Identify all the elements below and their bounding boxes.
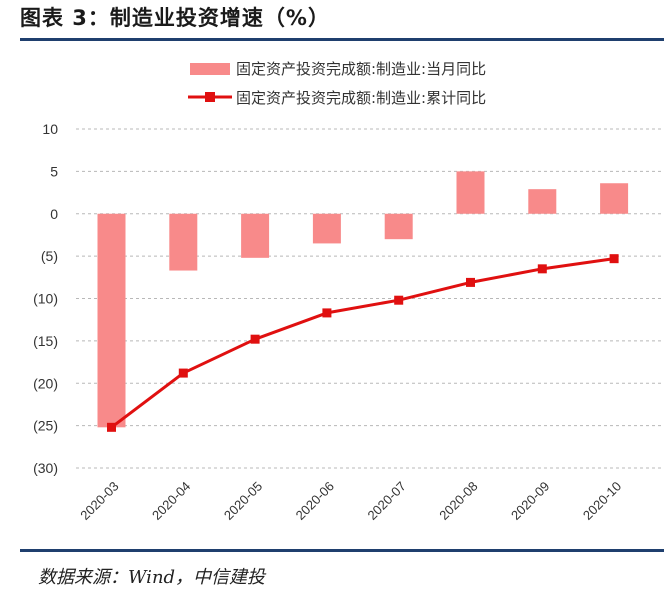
cumulative-point bbox=[250, 334, 260, 344]
x-tick-label: 2020-04 bbox=[149, 479, 193, 523]
y-tick-label: 10 bbox=[42, 121, 58, 137]
cumulative-point bbox=[178, 368, 188, 378]
monthly-bar bbox=[384, 213, 413, 240]
x-tick-label: 2020-05 bbox=[221, 479, 265, 523]
source-note: 数据来源：Wind，中信建投 bbox=[38, 567, 266, 588]
legend-line-label: 固定资产投资完成额:制造业:累计同比 bbox=[236, 89, 486, 107]
chart-title: 图表 3：制造业投资增速（%） bbox=[20, 6, 330, 30]
monthly-bar bbox=[169, 213, 198, 271]
cumulative-line-path bbox=[110, 257, 615, 429]
legend-bar-swatch bbox=[190, 63, 230, 75]
cumulative-point bbox=[107, 422, 116, 432]
cumulative-point bbox=[466, 277, 475, 287]
cumulative-point bbox=[394, 295, 404, 305]
x-tick-label: 2020-03 bbox=[77, 479, 121, 523]
x-tick-label: 2020-09 bbox=[508, 479, 552, 523]
x-tick-label: 2020-08 bbox=[436, 479, 480, 523]
monthly-bar bbox=[97, 213, 126, 428]
y-tick-label: (5) bbox=[41, 248, 58, 264]
monthly-bar bbox=[456, 171, 485, 214]
cumulative-point bbox=[609, 254, 619, 264]
y-tick-label: (25) bbox=[33, 418, 58, 434]
x-axis-ticks: 2020-03 2020-04 2020-05 2020-06 2020-07 2020-… bbox=[77, 479, 624, 523]
y-tick-label: (20) bbox=[33, 375, 58, 391]
legend: 固定资产投资完成额:制造业:当月同比 固定资产投资完成额:制造业:累计同比 bbox=[188, 60, 486, 107]
bottom-rule bbox=[20, 549, 664, 552]
y-tick-label: 5 bbox=[50, 163, 58, 179]
legend-bar-label: 固定资产投资完成额:制造业:当月同比 bbox=[236, 60, 486, 78]
monthly-bar bbox=[600, 183, 629, 214]
y-tick-label: (30) bbox=[33, 460, 58, 476]
monthly-bar bbox=[312, 213, 341, 244]
y-tick-label: 0 bbox=[50, 206, 58, 222]
gridlines bbox=[76, 128, 664, 469]
monthly-bar bbox=[241, 213, 270, 258]
legend-line-marker bbox=[205, 92, 215, 102]
monthly-bar bbox=[528, 189, 557, 214]
x-tick-label: 2020-07 bbox=[364, 479, 408, 523]
x-tick-label: 2020-10 bbox=[580, 479, 624, 523]
x-tick-label: 2020-06 bbox=[293, 479, 337, 523]
cumulative-line bbox=[107, 254, 619, 432]
y-tick-label: (15) bbox=[33, 333, 58, 349]
top-rule bbox=[20, 38, 664, 41]
cumulative-point bbox=[537, 264, 547, 274]
y-tick-label: (10) bbox=[33, 291, 58, 307]
y-axis-ticks: 10 5 0 (5) (10) (15) (20) (25) (30) bbox=[33, 121, 58, 476]
cumulative-point bbox=[322, 308, 332, 318]
bars bbox=[97, 171, 629, 428]
